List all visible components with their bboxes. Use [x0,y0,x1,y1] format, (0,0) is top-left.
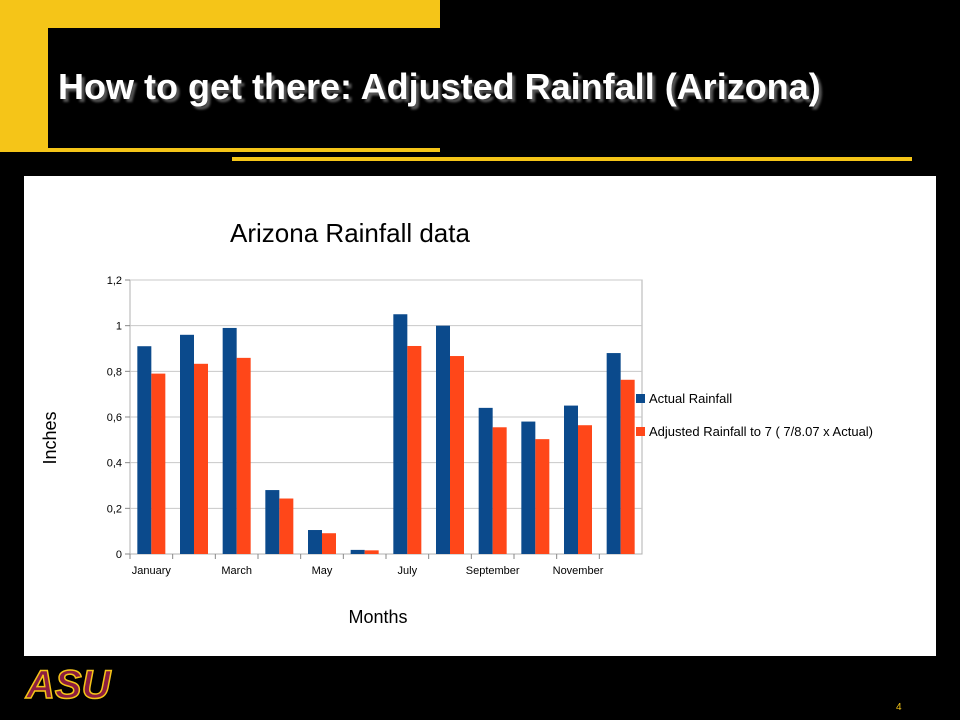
y-tick-label: 0,6 [107,412,122,424]
x-tick-label: November [553,565,604,577]
y-axis-label: Inches [40,411,60,464]
bar-actual-february [180,334,194,554]
bar-actual-april [265,490,280,554]
legend-swatch-adjusted [636,427,645,436]
y-tick-label: 0 [116,549,122,561]
bar-adjusted-july [407,345,422,554]
bar-adjusted-december [620,379,635,554]
x-axis-label: Months [348,607,407,627]
legend-label-actual: Actual Rainfall [649,391,732,406]
bar-adjusted-september [492,427,507,554]
bar-adjusted-august [450,356,464,554]
x-tick-label: May [312,565,333,577]
asu-logo: ASU [24,662,112,704]
bar-actual-march [222,327,237,554]
y-tick-label: 0,4 [107,458,122,470]
bar-adjusted-april [279,498,294,554]
bar-actual-october [521,421,536,554]
bar-actual-july [393,314,408,554]
bar-adjusted-may [322,533,336,554]
y-tick-label: 0,8 [107,366,122,378]
chart-title: Arizona Rainfall data [230,218,470,248]
rainfall-chart: Arizona Rainfall data Inches Months 0 0,2… [40,218,873,627]
title-underline [232,157,912,161]
x-tick-label: March [221,565,252,577]
bar-actual-august [436,325,450,554]
bar-actual-september [478,407,493,554]
y-tick-label: 1 [116,321,122,333]
bar-actual-december [606,353,621,554]
x-tick-label: September [466,565,520,577]
bar-actual-may [308,530,322,554]
y-tick-label: 0,2 [107,503,122,515]
bar-actual-january [137,346,152,554]
legend-label-adjusted: Adjusted Rainfall to 7 ( 7/8.07 x Actual… [649,424,873,439]
chart-panel: Arizona Rainfall data Inches Months 0 0,2… [24,176,936,656]
bar-actual-june [350,549,365,554]
x-tick-label: January [132,565,172,577]
page-number: 4 [896,702,902,713]
slide-title: How to get there: Adjusted Rainfall (Ari… [58,66,821,107]
title-accent-inset [48,28,440,148]
bar-adjusted-january [151,373,166,554]
bar-adjusted-february [194,363,208,554]
bar-adjusted-november [578,425,592,554]
bar-actual-november [564,405,578,554]
legend-swatch-actual [636,394,645,403]
bar-adjusted-june [364,550,379,554]
x-tick-label: July [398,565,418,577]
svg-text:ASU: ASU [25,663,112,704]
y-tick-label: 1,2 [107,275,122,287]
bar-adjusted-march [236,357,251,554]
bar-adjusted-october [535,439,550,554]
